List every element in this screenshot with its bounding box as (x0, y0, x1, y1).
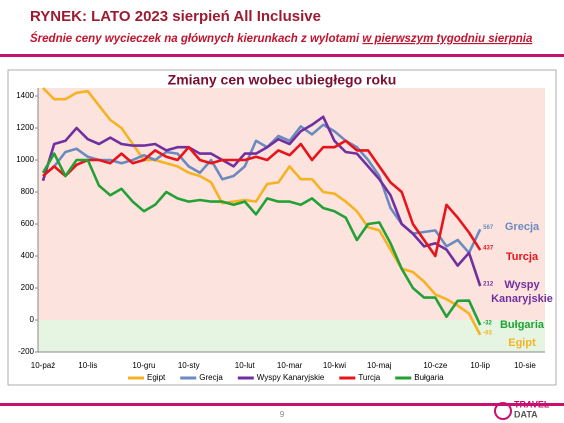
x-tick-label: 10-lut (235, 361, 256, 370)
series-line (42, 87, 482, 336)
legend-label: Egipt (147, 373, 166, 382)
y-tick-label: 600 (21, 219, 35, 228)
y-tick-label: 800 (21, 187, 35, 196)
legend-label: Wyspy Kanaryjskie (257, 373, 325, 382)
legend-label: Turcja (358, 373, 380, 382)
subtitle: Średnie ceny wycieczek na głównych kieru… (30, 32, 533, 45)
y-tick-label: 400 (21, 251, 35, 260)
plot-area: -200 0 200 400 600 800 1000 1200 1400 10-paź 10-li… (16, 87, 545, 370)
data-label: -93 (483, 330, 492, 336)
slide-title: RYNEK: LATO 2023 sierpień All Inclusive (30, 8, 321, 25)
series-side-label: Wyspy Kanaryjskie (491, 279, 553, 305)
negative-zone (38, 320, 545, 352)
chart-title: Zmiany cen wobec ubiegłego roku (168, 72, 397, 88)
x-tick-label: 10-cze (423, 361, 448, 370)
series-side-label: Grecja (504, 221, 540, 233)
logo-top: TRAVEL (514, 399, 550, 409)
data-label: 212 (483, 282, 494, 288)
series-side-label: Bułgaria (499, 319, 544, 331)
series-line (42, 139, 482, 258)
legend-label: Grecja (199, 373, 223, 382)
legend-label: Bułgaria (414, 373, 444, 382)
positive-zone (38, 88, 545, 320)
y-tick-label: 200 (21, 283, 35, 292)
y-tick-label: -200 (18, 347, 35, 356)
x-tick-label: 10-lip (470, 361, 490, 370)
page-number: 9 (280, 410, 285, 419)
bottom-rule (0, 403, 564, 406)
y-tick-label: 1400 (16, 91, 34, 100)
x-tick-label: 10-paź (31, 361, 55, 370)
subtitle-text: Średnie ceny wycieczek na głównych kieru… (30, 32, 360, 45)
subtitle-emphasis: w pierwszym tygodniu sierpnia (362, 33, 533, 45)
y-tick-label: 1200 (16, 123, 34, 132)
x-tick-label: 10-lis (78, 361, 97, 370)
x-tick-label: 10-sty (178, 361, 200, 370)
logo-bottom: DATA (514, 409, 538, 419)
y-tick-label: 0 (30, 315, 35, 324)
series-side-label: Turcja (505, 251, 539, 263)
data-label: 437 (483, 246, 494, 252)
top-rule (0, 54, 564, 57)
data-label: 567 (483, 225, 494, 231)
x-tick-label: 10-mar (277, 361, 303, 370)
x-tick-label: 10-maj (367, 361, 392, 370)
x-tick-label: 10-kwi (323, 361, 346, 370)
x-tick-label: 10-gru (132, 361, 155, 370)
series-line (41, 152, 482, 326)
y-tick-label: 1000 (16, 155, 34, 164)
x-tick-label: 10-sie (514, 361, 536, 370)
series-side-label: Egipt (508, 337, 536, 349)
series-line (41, 115, 482, 287)
data-label: -32 (483, 321, 492, 327)
logo-mark (494, 402, 512, 420)
